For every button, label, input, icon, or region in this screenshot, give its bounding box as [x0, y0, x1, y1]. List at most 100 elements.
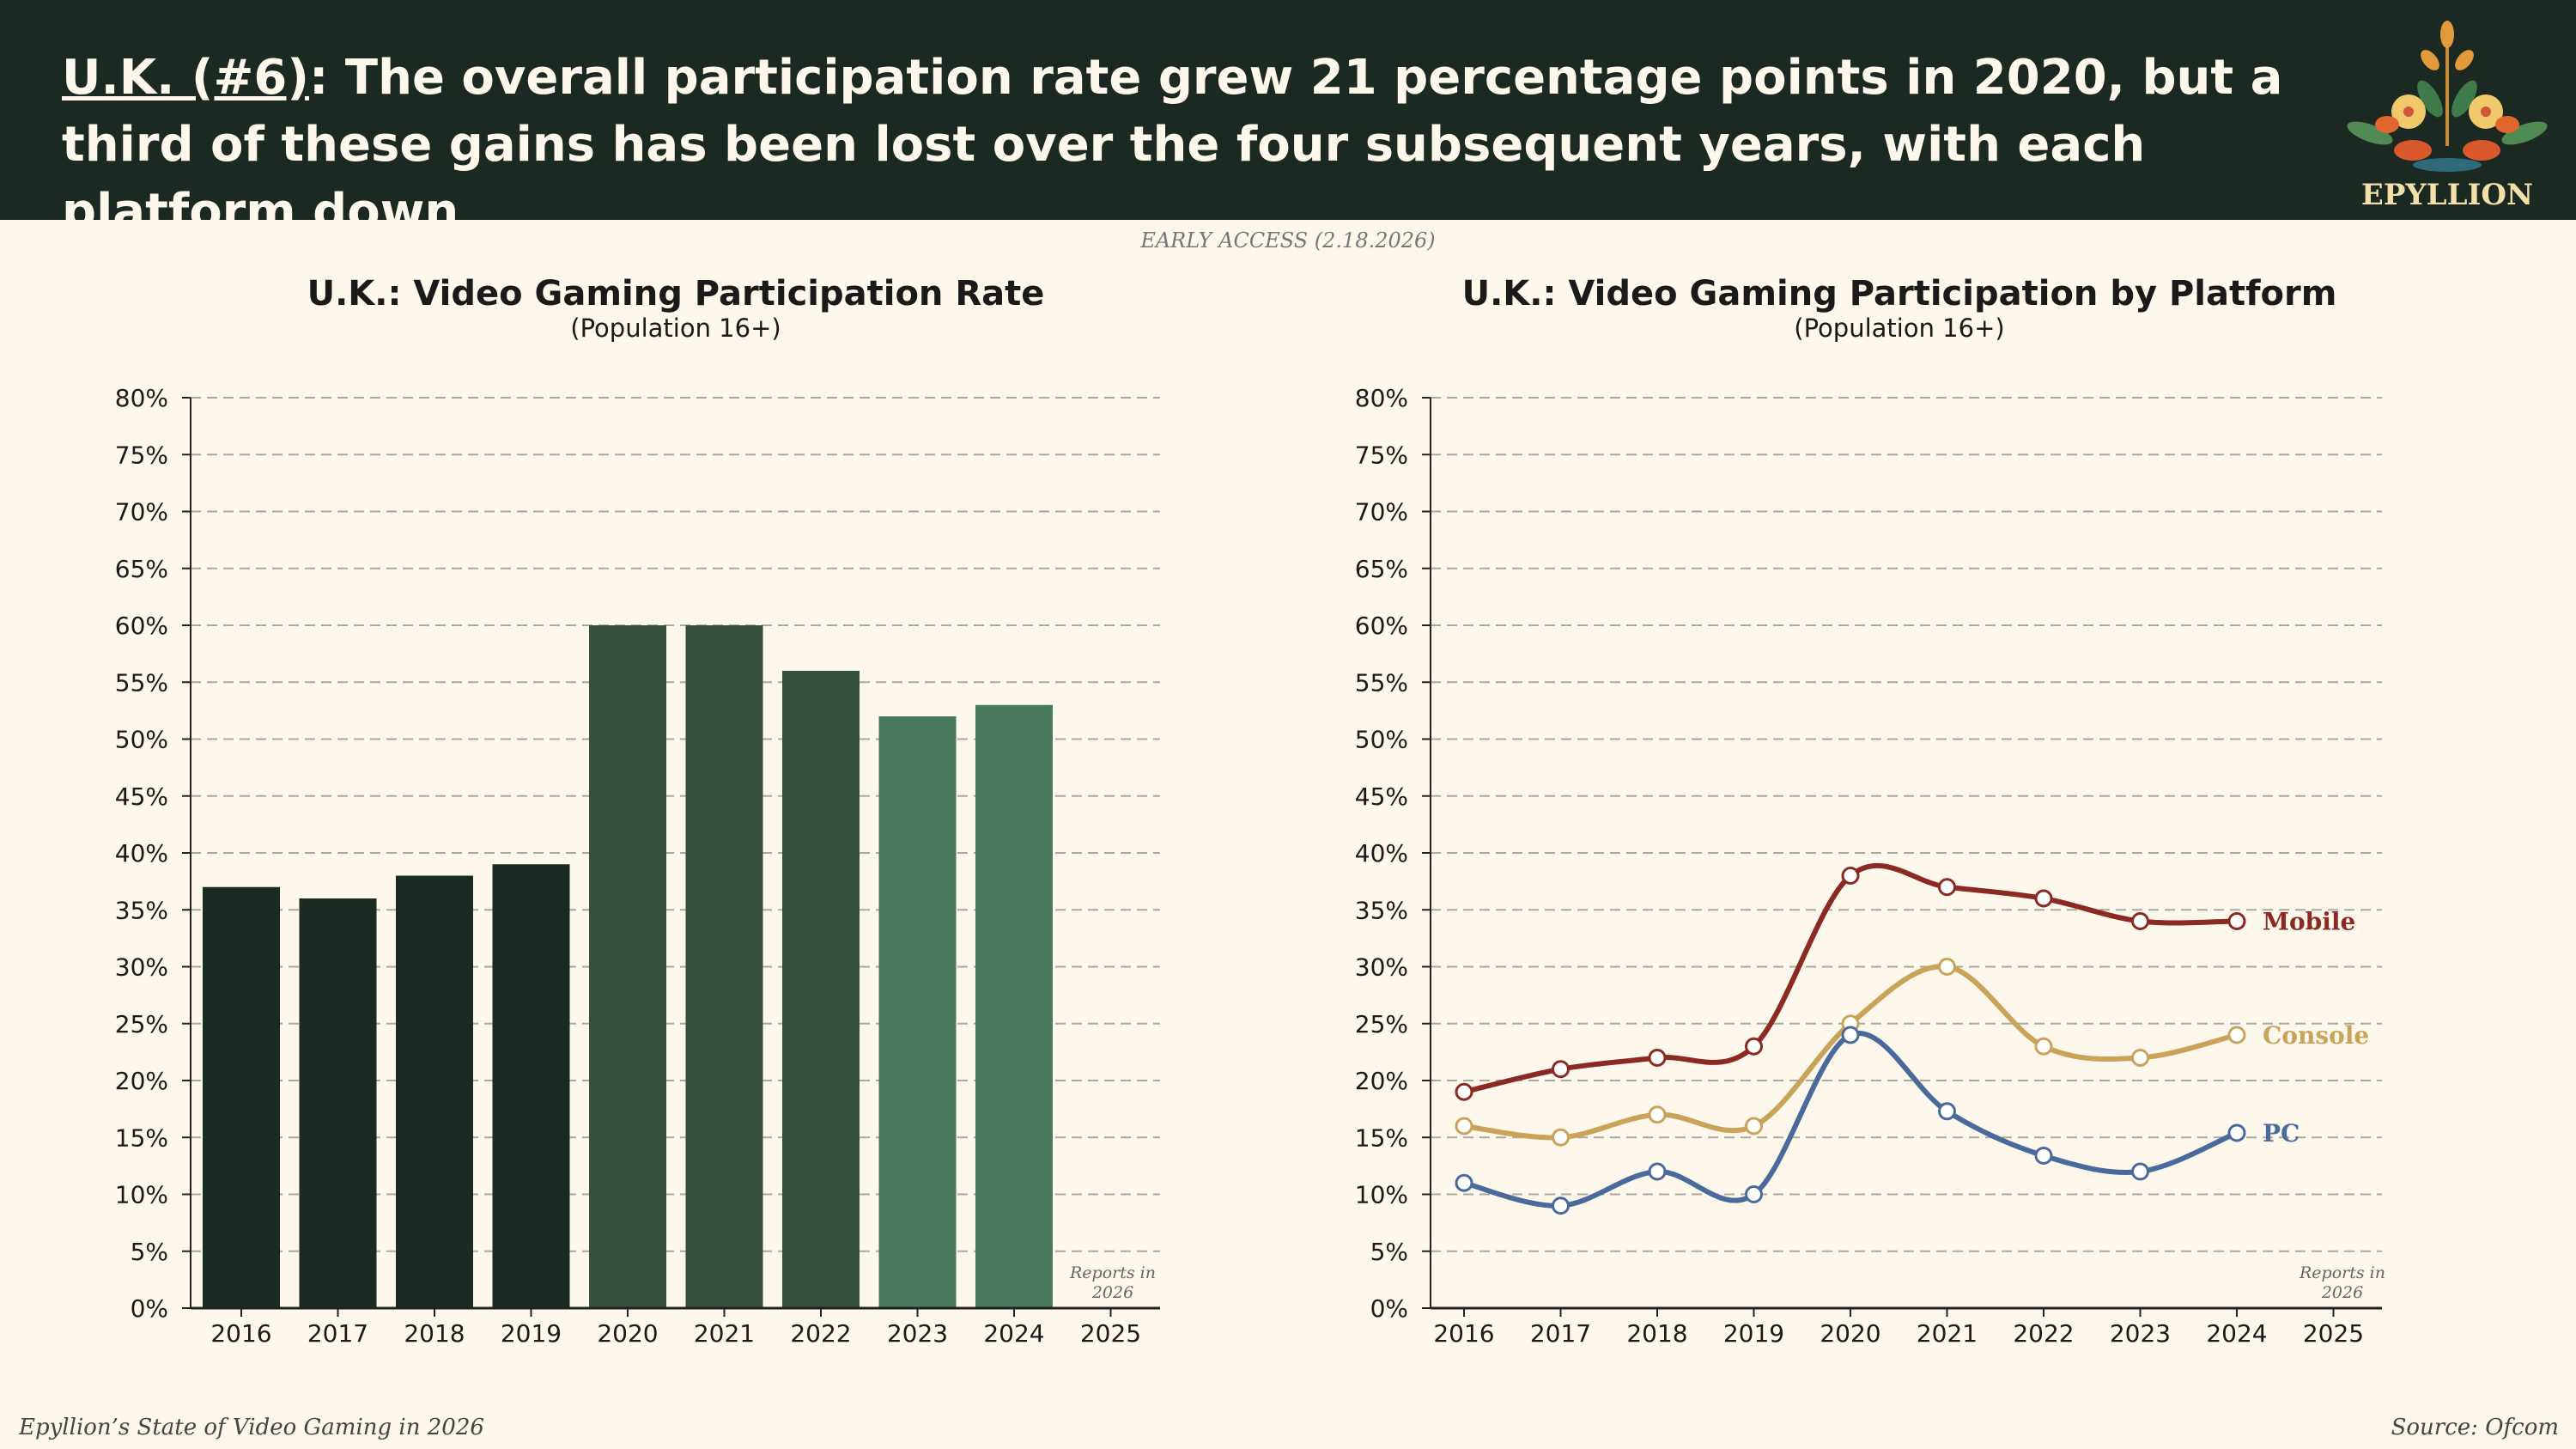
data-point-mobile	[2227, 912, 2246, 930]
bar-2019	[492, 864, 570, 1308]
y-tick-label: 30%	[115, 953, 168, 982]
data-point-console	[2227, 1026, 2246, 1044]
headline: U.K. (#6): The overall participation rat…	[62, 45, 2294, 246]
participation-rate-chart: U.K.: Video Gaming Participation Rate (P…	[115, 274, 1160, 1348]
y-tick-label: 0%	[131, 1294, 168, 1323]
bar-2020	[589, 625, 666, 1308]
x-tick-label: 2024	[2206, 1319, 2267, 1348]
data-point-pc	[1745, 1185, 1763, 1203]
series-label-pc: PC	[2263, 1119, 2300, 1148]
footer-report-name: Epyllion’s State of Video Gaming in 2026	[18, 1415, 484, 1440]
y-tick-label: 5%	[1370, 1238, 1408, 1266]
data-point-pc	[1455, 1173, 1473, 1192]
x-tick-label: 2019	[1723, 1319, 1784, 1348]
data-point-console	[2131, 1049, 2149, 1067]
y-tick-label: 45%	[115, 782, 168, 811]
reports-note-line2: 2026	[2321, 1283, 2363, 1302]
data-point-pc	[1648, 1162, 1667, 1181]
data-point-mobile	[2034, 889, 2053, 908]
x-tick-label: 2017	[1530, 1319, 1591, 1348]
data-point-mobile	[2131, 912, 2149, 930]
reports-note-line2: 2026	[1091, 1283, 1133, 1302]
data-point-mobile	[1552, 1060, 1570, 1079]
x-tick-label: 2019	[501, 1319, 562, 1348]
y-tick-label: 80%	[1355, 384, 1408, 412]
epyllion-logo: EPYLLION	[2336, 17, 2559, 215]
x-tick-label: 2018	[404, 1319, 465, 1348]
data-point-mobile	[1938, 878, 1956, 897]
reports-note-line1: Reports in	[2299, 1263, 2385, 1282]
x-tick-label: 2020	[1820, 1319, 1880, 1348]
bar-2023	[878, 716, 957, 1308]
chart-title: U.K.: Video Gaming Participation Rate	[307, 274, 1045, 314]
y-tick-label: 15%	[115, 1123, 168, 1152]
x-tick-label: 2025	[1080, 1319, 1141, 1348]
chart-subtitle: (Population 16+)	[570, 314, 781, 343]
data-point-console	[1938, 958, 1956, 976]
floral-logo-icon: EPYLLION	[2347, 21, 2548, 212]
y-tick-label: 50%	[1355, 726, 1408, 754]
headline-tag: U.K. (#6)	[62, 50, 309, 106]
y-tick-label: 45%	[1355, 782, 1408, 811]
bar-2022	[782, 671, 860, 1308]
svg-text:EPYLLION: EPYLLION	[2361, 178, 2533, 212]
data-point-console	[1745, 1117, 1763, 1135]
x-tick-label: 2017	[307, 1319, 368, 1348]
reports-note-line1: Reports in	[1069, 1263, 1156, 1282]
data-point-pc	[1841, 1026, 1860, 1044]
y-tick-label: 35%	[115, 896, 168, 924]
data-point-pc	[2227, 1123, 2246, 1142]
y-tick-label: 20%	[1355, 1067, 1408, 1095]
y-tick-label: 40%	[115, 839, 168, 868]
y-tick-label: 20%	[115, 1067, 168, 1095]
series-line-console	[1463, 964, 2238, 1141]
x-tick-label: 2023	[887, 1319, 948, 1348]
headline-text: : The overall participation rate grew 21…	[62, 50, 2283, 240]
data-point-mobile	[1841, 867, 1860, 885]
y-tick-label: 35%	[1355, 896, 1408, 924]
y-tick-label: 30%	[1355, 953, 1408, 982]
y-tick-label: 75%	[115, 441, 168, 469]
y-tick-label: 25%	[115, 1010, 168, 1038]
data-point-mobile	[1745, 1037, 1763, 1056]
y-tick-label: 60%	[115, 612, 168, 640]
x-tick-label: 2022	[2013, 1319, 2074, 1348]
bar-2016	[203, 886, 280, 1308]
chart-title: U.K.: Video Gaming Participation by Plat…	[1462, 274, 2337, 314]
y-tick-label: 55%	[1355, 668, 1408, 697]
x-tick-label: 2016	[1433, 1319, 1494, 1348]
y-tick-label: 10%	[115, 1181, 168, 1209]
y-tick-label: 60%	[1355, 612, 1408, 640]
bar-2021	[685, 625, 763, 1308]
y-tick-label: 80%	[115, 384, 168, 412]
bar-2017	[299, 898, 377, 1308]
data-point-console	[1552, 1128, 1570, 1147]
y-tick-label: 15%	[1355, 1123, 1408, 1152]
y-tick-label: 5%	[131, 1238, 168, 1266]
y-tick-label: 40%	[1355, 839, 1408, 868]
bar-2018	[396, 875, 473, 1308]
platform-participation-chart: U.K.: Video Gaming Participation by Plat…	[1355, 274, 2385, 1348]
y-tick-label: 70%	[1355, 498, 1408, 527]
y-tick-label: 10%	[1355, 1181, 1408, 1209]
x-tick-label: 2025	[2303, 1319, 2364, 1348]
data-point-console	[2034, 1037, 2053, 1056]
data-point-pc	[2131, 1162, 2149, 1181]
x-tick-label: 2024	[983, 1319, 1044, 1348]
data-point-pc	[1938, 1102, 1956, 1121]
x-tick-label: 2016	[210, 1319, 271, 1348]
early-access-label: EARLY ACCESS (2.18.2026)	[1139, 228, 1435, 253]
y-tick-label: 25%	[1355, 1010, 1408, 1038]
data-point-console	[1455, 1117, 1473, 1135]
x-tick-label: 2021	[694, 1319, 755, 1348]
y-tick-label: 75%	[1355, 441, 1408, 469]
x-tick-label: 2021	[1917, 1319, 1978, 1348]
y-tick-label: 55%	[115, 668, 168, 697]
bar-2024	[975, 704, 1053, 1308]
x-tick-label: 2018	[1626, 1319, 1687, 1348]
series-label-mobile: Mobile	[2263, 908, 2355, 936]
footer-source: Source: Ofcom	[2391, 1415, 2559, 1440]
x-tick-label: 2020	[597, 1319, 658, 1348]
series-label-console: Console	[2263, 1021, 2369, 1050]
